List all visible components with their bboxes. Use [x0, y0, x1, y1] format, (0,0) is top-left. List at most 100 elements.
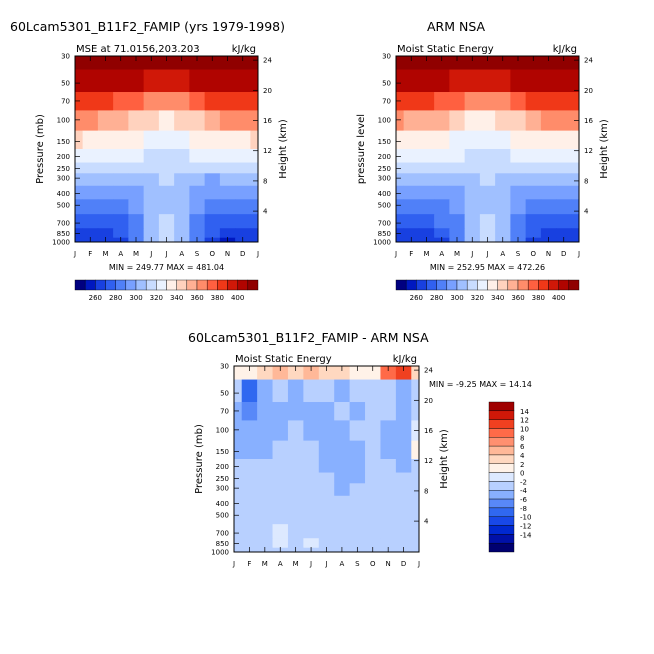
heatmap-cell	[449, 149, 466, 163]
heatmap-cell	[82, 214, 99, 229]
heatmap-cell	[174, 110, 190, 132]
heatmap-cell	[189, 199, 206, 215]
heatmap-cell	[396, 185, 405, 200]
heatmap-cell	[174, 173, 190, 187]
heatmap-cell	[287, 483, 304, 497]
heatmap-cell	[250, 185, 259, 200]
heatmap-cell	[395, 379, 412, 403]
heatmap-cell	[556, 173, 572, 187]
heatmap-cell	[525, 56, 542, 70]
heatmap-cell	[334, 483, 351, 497]
colorbar: 260 280 300 320 340 360 380 400	[74, 279, 259, 302]
x-tick-label: J	[417, 560, 420, 568]
heatmap-cell	[479, 110, 496, 132]
heatmap-cell	[525, 228, 542, 239]
heatmap-cell	[257, 402, 273, 421]
heatmap-cell	[318, 459, 335, 473]
colorbar-label: 280	[430, 294, 443, 302]
x-tick-label: J	[470, 250, 473, 258]
heatmap-cell	[174, 162, 190, 174]
heatmap-cell	[174, 199, 190, 215]
heatmap-cell	[204, 214, 221, 229]
heatmap-cell	[272, 483, 289, 497]
heatmap-cell	[411, 459, 420, 473]
heatmap-cell	[272, 440, 289, 460]
heatmap-cell	[395, 483, 412, 497]
y-tick-label: 200	[216, 463, 229, 471]
heatmap-cell	[418, 149, 435, 163]
y-axis-label: Pressure (mb)	[194, 424, 205, 494]
height-tick-label: 4	[424, 518, 429, 526]
heatmap-cell	[571, 228, 580, 239]
heatmap-cell	[250, 199, 259, 215]
x-tick-label: O	[530, 250, 536, 258]
heatmap-cell	[113, 214, 129, 229]
height-tick-label: 20	[584, 87, 593, 95]
heatmap-cell	[571, 56, 580, 70]
heatmap-cell	[556, 92, 572, 111]
heatmap-cell	[241, 483, 258, 497]
y-axis-right-label: Height (km)	[599, 119, 610, 179]
heatmap-cell	[75, 149, 84, 163]
heatmap-cell	[204, 185, 221, 200]
heatmap-cell	[449, 173, 466, 187]
heatmap-cell	[174, 214, 190, 229]
heatmap-cell	[365, 509, 381, 525]
colorbar-label: 340	[170, 294, 183, 302]
heatmap-cell	[219, 199, 236, 215]
heatmap-cell	[235, 92, 251, 111]
colorbar-box	[426, 279, 437, 291]
heatmap-cell	[349, 524, 366, 539]
heatmap-cell	[464, 110, 481, 132]
panel-units: kJ/kg	[232, 44, 256, 55]
heatmap-cell	[303, 524, 320, 539]
heatmap-cells	[75, 56, 259, 243]
heatmap-cell	[479, 185, 496, 200]
heatmap-cell	[97, 214, 114, 229]
colorbar-box	[466, 279, 478, 291]
y-tick-label: 70	[220, 407, 229, 415]
heatmap-cell	[403, 69, 420, 93]
heatmap-cell	[257, 459, 273, 473]
heatmap-cell	[113, 92, 129, 111]
heatmap-cell	[510, 162, 527, 174]
colorbar-box	[488, 490, 515, 500]
heatmap-cell	[97, 69, 114, 93]
heatmap-cell	[365, 538, 381, 549]
colorbar-box	[446, 279, 458, 291]
x-tick-label: M	[133, 250, 139, 258]
y-tick-label: 400	[378, 190, 391, 198]
heatmap-cell	[241, 366, 258, 380]
heatmap-cell	[495, 56, 511, 70]
heatmap-cell	[250, 173, 259, 187]
x-tick-label: N	[225, 250, 230, 258]
colorbar-label: 6	[520, 443, 525, 451]
y-tick-label: 400	[57, 190, 70, 198]
y-tick-label: 850	[57, 230, 70, 238]
heatmap-cell	[495, 149, 511, 163]
y-tick-label: 250	[57, 165, 70, 173]
heatmap-cell	[411, 495, 420, 510]
heatmap-cell	[396, 199, 405, 215]
heatmap-cell	[158, 214, 175, 229]
heatmap-cell	[510, 228, 527, 239]
heatmap-cell	[395, 402, 412, 421]
heatmap-cell	[158, 162, 175, 174]
heatmap-cell	[128, 214, 145, 229]
heatmap-cell	[250, 130, 259, 150]
y-tick-label: 50	[220, 390, 229, 398]
colorbar-box	[558, 279, 570, 291]
heatmap-cell	[365, 524, 381, 539]
heatmap-cell	[272, 366, 289, 380]
colorbar-label: 0	[520, 470, 524, 478]
x-tick-label: A	[179, 250, 184, 258]
colorbar-box	[488, 507, 515, 517]
height-tick-label: 24	[584, 57, 593, 65]
heatmap-cell	[334, 420, 351, 442]
heatmap-cell	[334, 472, 351, 484]
panel-obs: J F M A M J J A S O N D J 30 50 70 100 150 200 250 300 400 500…	[356, 44, 610, 302]
heatmap-cell	[464, 92, 481, 111]
heatmap-cell	[479, 130, 496, 150]
heatmap-cell	[411, 366, 420, 380]
heatmap-cell	[158, 56, 175, 70]
